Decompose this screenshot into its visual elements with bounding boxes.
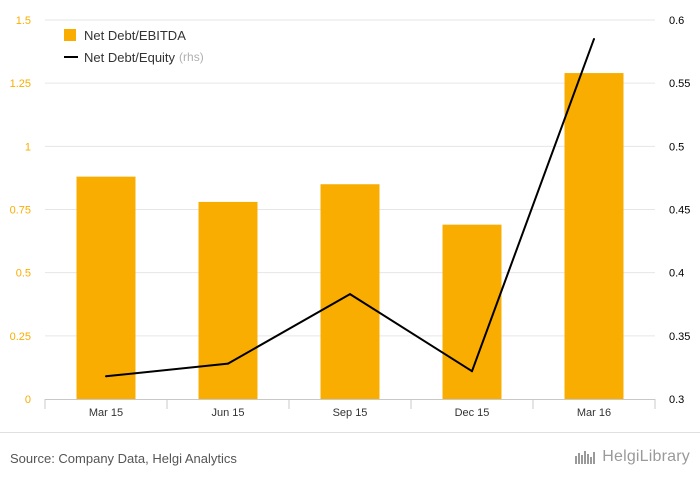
bar [76, 176, 136, 399]
left-tick-label: 0.75 [10, 205, 31, 217]
legend: Net Debt/EBITDA Net Debt/Equity (rhs) [64, 24, 204, 68]
bar [198, 201, 258, 399]
line-point [105, 375, 107, 378]
legend-swatch-line [64, 56, 78, 58]
right-tick-label: 0.55 [669, 78, 690, 90]
source-note: Source: Company Data, Helgi Analytics [10, 451, 237, 466]
bar [442, 224, 502, 399]
x-tick-label: Sep 15 [333, 407, 368, 419]
bar-series [76, 73, 624, 399]
left-tick-label: 1.25 [10, 78, 31, 90]
left-tick-label: 1 [25, 141, 31, 153]
left-tick-label: 0 [25, 394, 31, 406]
right-tick-label: 0.6 [669, 15, 684, 27]
legend-rhs-note: (rhs) [179, 50, 204, 64]
line-point [227, 362, 229, 365]
legend-label-line: Net Debt/Equity [84, 49, 176, 65]
legend-label-bar: Net Debt/EBITDA [84, 27, 186, 43]
legend-item-line[interactable]: Net Debt/Equity (rhs) [64, 46, 204, 68]
line-point [471, 370, 473, 373]
x-tick-label: Jun 15 [211, 407, 244, 419]
legend-item-bar[interactable]: Net Debt/EBITDA [64, 24, 204, 46]
right-tick-label: 0.4 [669, 268, 684, 280]
axes: 0 0.25 0.5 0.75 1 1.25 1.5 0.3 0.35 0.4 0.45 0.5 0.5… [0, 15, 700, 433]
x-tick-label: Dec 15 [455, 407, 490, 419]
left-tick-label: 1.5 [16, 15, 31, 27]
right-tick-label: 0.45 [669, 205, 690, 217]
line-point [349, 293, 351, 296]
brand-logo[interactable]: HelgiLibrary [574, 448, 690, 466]
legend-swatch-bar [64, 29, 76, 41]
brand-name: HelgiLibrary [602, 448, 690, 465]
right-tick-label: 0.35 [669, 331, 690, 343]
left-tick-label: 0.25 [10, 331, 31, 343]
line-series [105, 37, 595, 378]
right-tick-label: 0.5 [669, 141, 684, 153]
library-icon [575, 451, 596, 464]
bar [564, 73, 624, 399]
x-tick-label: Mar 15 [89, 407, 123, 419]
line-point [593, 37, 595, 40]
left-tick-label: 0.5 [16, 268, 31, 280]
right-tick-label: 0.3 [669, 394, 684, 406]
bar [320, 184, 380, 399]
x-tick-label: Mar 16 [577, 407, 611, 419]
